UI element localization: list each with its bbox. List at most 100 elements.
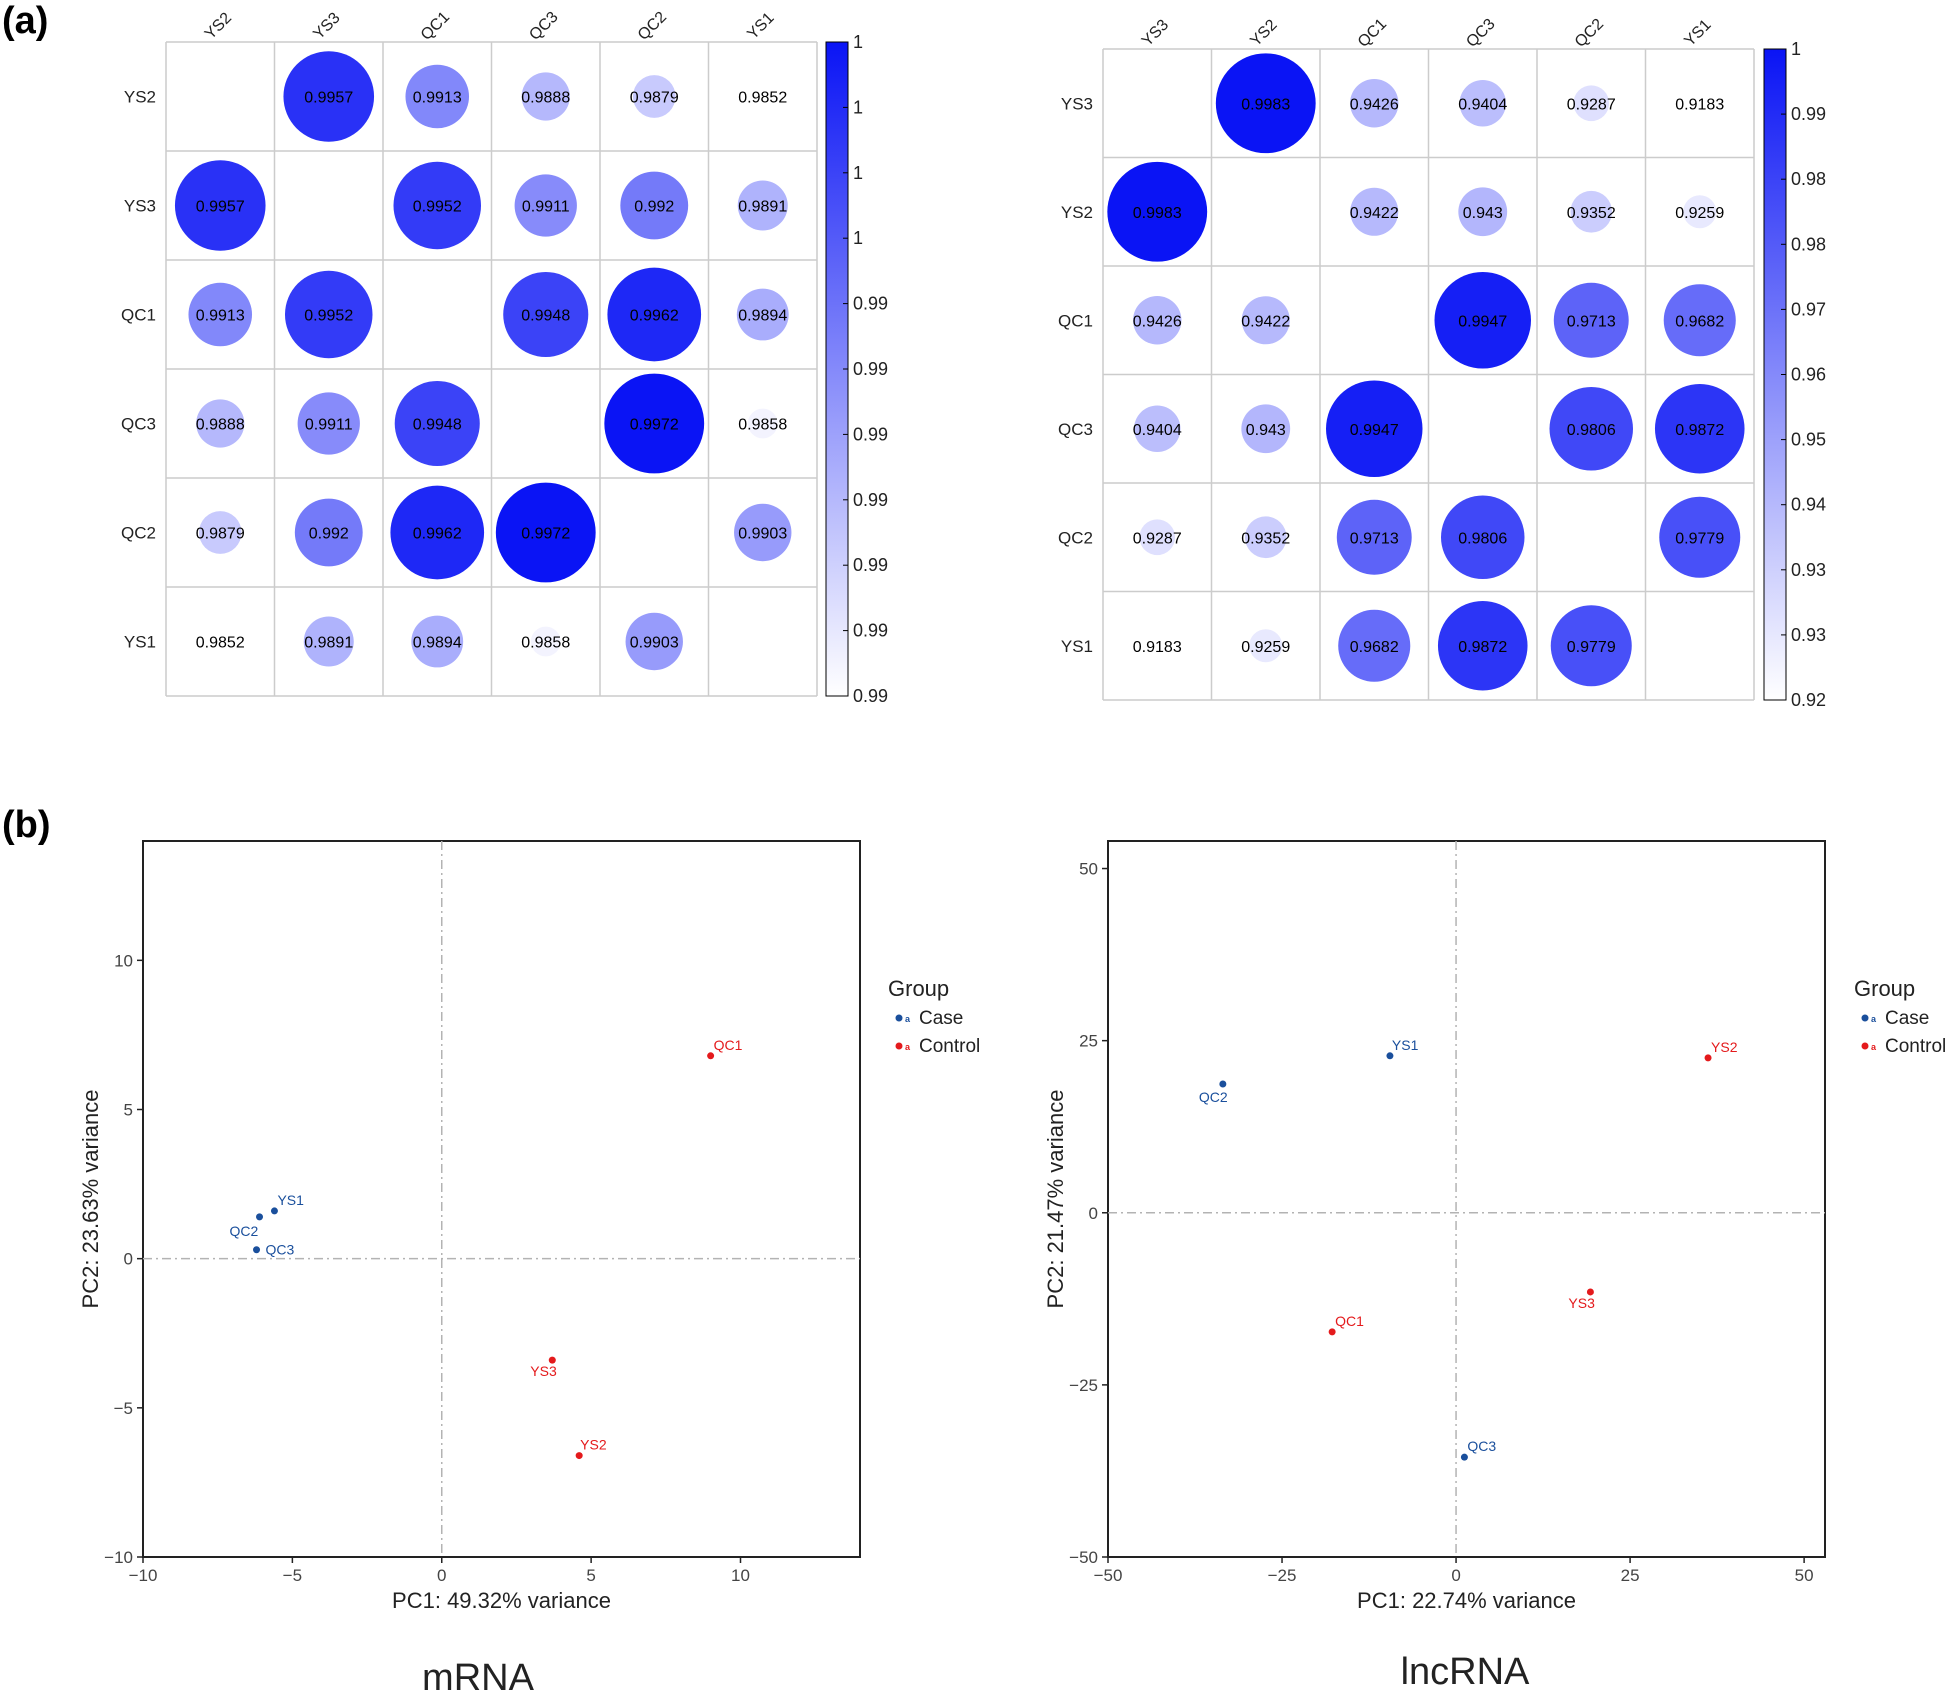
corr-circle bbox=[198, 511, 242, 554]
chart-title: mRNA bbox=[422, 1657, 535, 1695]
legend-entry: Control bbox=[919, 1036, 980, 1057]
column-label: QC3 bbox=[1463, 16, 1498, 51]
x-axis-title: PC1: 49.32% variance bbox=[392, 1588, 611, 1613]
colorbar-tick-label: 0.99 bbox=[1791, 104, 1826, 124]
x-tick-label: 0 bbox=[1451, 1566, 1460, 1585]
row-label: YS2 bbox=[1061, 203, 1093, 222]
corr-circle bbox=[1663, 284, 1736, 357]
corr-value: 0.9806 bbox=[1567, 422, 1616, 439]
corr-circle bbox=[196, 399, 245, 448]
colorbar-tick-label: 0.92 bbox=[1791, 690, 1826, 710]
corr-value: 0.9891 bbox=[304, 635, 353, 652]
corr-circle bbox=[632, 75, 676, 118]
corr-value: 0.9852 bbox=[738, 90, 787, 107]
corr-circle bbox=[503, 271, 589, 358]
point-label: QC2 bbox=[1199, 1089, 1228, 1105]
row-label: QC3 bbox=[1058, 420, 1093, 439]
corr-value: 0.9913 bbox=[196, 308, 245, 325]
corr-value: 0.9972 bbox=[521, 526, 570, 543]
colorbar-tick-label: 1 bbox=[1791, 39, 1801, 59]
corr-value: 0.9426 bbox=[1133, 313, 1182, 330]
pca-plot-mrna: −10 −5 0 5 10 −10 −5 0 5 10 PC1: 49.32% variance PC… bbox=[78, 840, 980, 1695]
point-label: QC3 bbox=[266, 1242, 295, 1258]
data-point bbox=[707, 1052, 715, 1060]
corr-value: 0.9952 bbox=[413, 199, 462, 216]
corr-value: 0.943 bbox=[1463, 205, 1503, 222]
y-tick-label: 5 bbox=[124, 1101, 133, 1120]
corr-value: 0.9947 bbox=[1350, 422, 1399, 439]
corr-value: 0.9858 bbox=[521, 635, 570, 652]
y-tick-label: 10 bbox=[114, 951, 133, 970]
corr-value: 0.9183 bbox=[1133, 639, 1182, 656]
corr-value: 0.9879 bbox=[630, 90, 679, 107]
colorbar-tick-label: 0.99 bbox=[853, 686, 888, 706]
data-point bbox=[1586, 1288, 1594, 1296]
panel-label-b: (b) bbox=[2, 804, 51, 846]
corr-circle bbox=[1570, 190, 1613, 233]
corr-value: 0.943 bbox=[1246, 422, 1286, 439]
corr-circle bbox=[283, 51, 375, 142]
point-label: YS2 bbox=[1711, 1039, 1738, 1055]
colorbar-tick-label: 1 bbox=[853, 32, 863, 52]
legend-key bbox=[1861, 1014, 1869, 1022]
legend-key-glyph: a bbox=[905, 1042, 911, 1052]
corr-circle bbox=[1338, 609, 1411, 682]
corr-circle bbox=[1683, 195, 1717, 229]
corr-value: 0.9713 bbox=[1567, 313, 1616, 330]
corr-value: 0.992 bbox=[309, 526, 349, 543]
corr-value: 0.9682 bbox=[1350, 639, 1399, 656]
corr-value: 0.9891 bbox=[738, 199, 787, 216]
corr-value: 0.9957 bbox=[304, 90, 353, 107]
column-label: YS2 bbox=[202, 9, 235, 42]
corr-value: 0.9352 bbox=[1567, 205, 1616, 222]
corr-value: 0.9948 bbox=[521, 308, 570, 325]
y-tick-label: 25 bbox=[1079, 1032, 1098, 1051]
corr-value: 0.992 bbox=[634, 199, 674, 216]
corr-circle bbox=[411, 615, 464, 668]
chart-title: lncRNA bbox=[1401, 1651, 1530, 1693]
legend-key bbox=[895, 1042, 903, 1050]
legend-key-glyph: a bbox=[905, 1014, 911, 1024]
corr-value: 0.9287 bbox=[1567, 96, 1616, 113]
legend-key bbox=[895, 1014, 903, 1022]
corr-value: 0.9983 bbox=[1133, 205, 1182, 222]
legend-key-glyph: a bbox=[1871, 1014, 1877, 1024]
corr-value: 0.9183 bbox=[1675, 96, 1724, 113]
y-axis-title: PC2: 21.47% variance bbox=[1043, 1090, 1068, 1309]
colorbar-tick-label: 0.99 bbox=[853, 621, 888, 641]
corr-circle bbox=[1249, 629, 1283, 663]
corr-value: 0.9426 bbox=[1350, 96, 1399, 113]
data-point bbox=[1219, 1080, 1227, 1088]
corr-value: 0.9894 bbox=[413, 635, 462, 652]
corr-value: 0.9682 bbox=[1675, 313, 1724, 330]
corr-value: 0.9962 bbox=[630, 308, 679, 325]
corr-value: 0.9858 bbox=[738, 417, 787, 434]
colorbar-tick-label: 0.98 bbox=[1791, 169, 1826, 189]
colorbar-tick-label: 0.93 bbox=[1791, 560, 1826, 580]
plot-frame bbox=[1107, 840, 1826, 1558]
corr-circle bbox=[1458, 187, 1508, 237]
y-tick-label: −25 bbox=[1069, 1376, 1098, 1395]
corr-value: 0.9806 bbox=[1458, 530, 1507, 547]
column-label: YS3 bbox=[1139, 16, 1172, 49]
y-tick-label: 0 bbox=[124, 1250, 133, 1269]
legend-key-glyph: a bbox=[1871, 1042, 1877, 1052]
corr-value: 0.9948 bbox=[413, 417, 462, 434]
column-label: QC1 bbox=[418, 9, 453, 44]
data-point bbox=[253, 1246, 261, 1254]
corr-circle bbox=[1441, 495, 1525, 579]
corr-value: 0.9422 bbox=[1350, 205, 1399, 222]
panel-label-a: (a) bbox=[2, 0, 48, 42]
corr-value: 0.9852 bbox=[196, 635, 245, 652]
corr-circle bbox=[1139, 519, 1176, 556]
y-tick-label: 50 bbox=[1079, 860, 1098, 879]
row-label: YS3 bbox=[124, 197, 156, 216]
corr-circle bbox=[1434, 272, 1531, 369]
x-tick-label: −25 bbox=[1268, 1566, 1297, 1585]
corr-value: 0.9972 bbox=[630, 417, 679, 434]
point-label: QC2 bbox=[230, 1223, 259, 1239]
colorbar-tick-label: 0.99 bbox=[853, 359, 888, 379]
colorbar-tick-label: 0.97 bbox=[1791, 299, 1826, 319]
column-label: YS1 bbox=[1681, 16, 1714, 49]
point-label: YS1 bbox=[1392, 1037, 1419, 1053]
